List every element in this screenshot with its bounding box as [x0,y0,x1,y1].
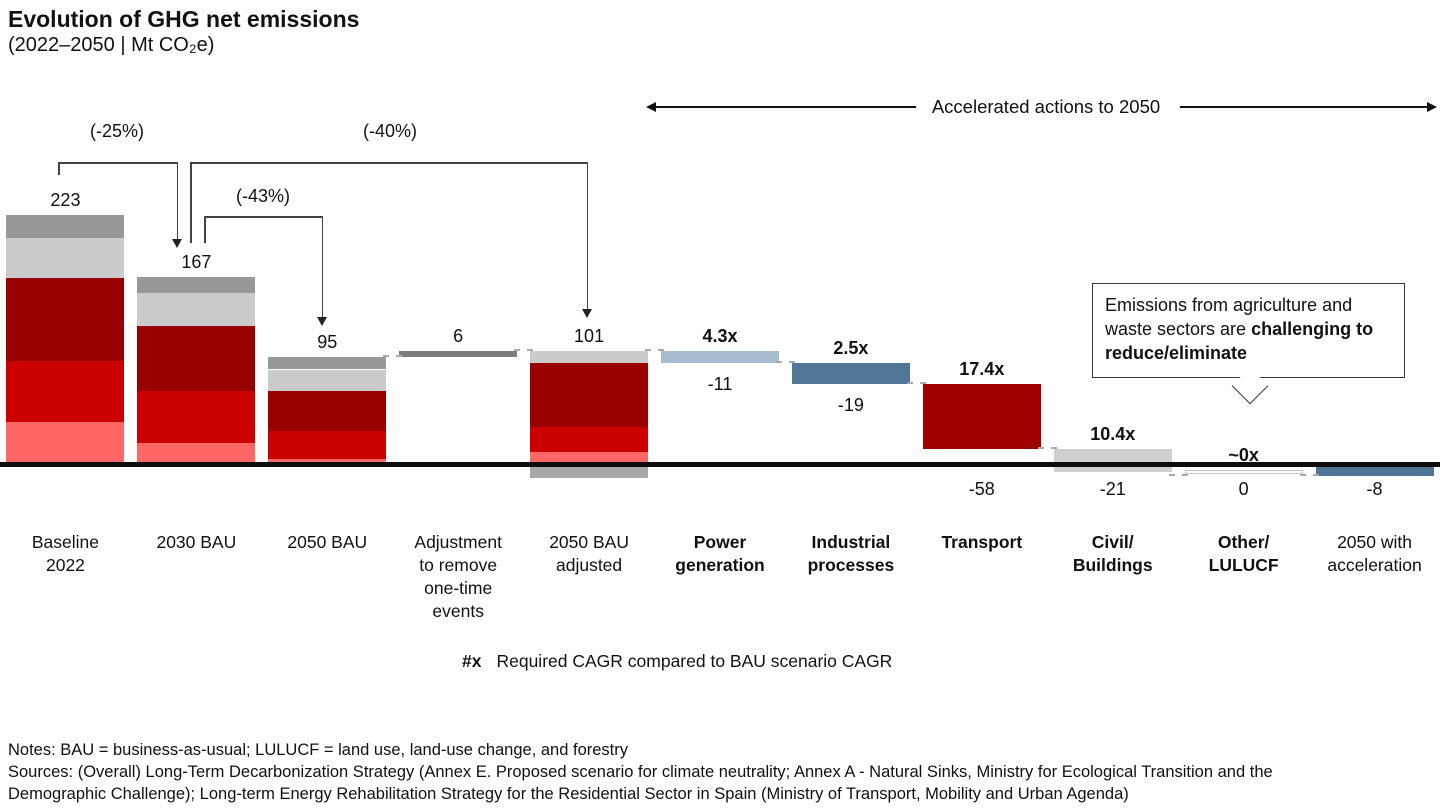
bar-segment [6,214,125,239]
bracket-25-line [58,162,178,164]
bar-segment [6,278,125,361]
legend-text: Required CAGR compared to BAU scenario C… [496,651,893,671]
bracket-25-drop [176,162,178,240]
bar-value-label: 167 [181,252,212,273]
x-axis-category-label: Civil/ Buildings [1072,532,1153,575]
bar-value-label: 101 [574,325,605,346]
bracket-40-arrowhead-icon [582,309,592,318]
bar-segment [268,430,387,459]
bracket-40-label: (-40%) [362,121,417,141]
accelerated-actions-label: Accelerated actions to 2050 [931,96,1161,117]
bracket-43-line [204,216,323,218]
bar-value-label: -8 [1366,479,1383,499]
waterfall-connector [776,360,795,363]
cagr-multiplier-label: 17.4x [959,358,1005,379]
bar-segment [530,451,649,463]
bar-segment [791,362,910,384]
bar-value-label: -21 [1099,479,1126,499]
notes-line-3: Demographic Challenge); Long-term Energy… [8,785,1129,803]
notes-line-1: Notes: BAU = business-as-usual; LULUCF =… [8,741,628,759]
bar-segment [1053,448,1172,472]
callout-text-bold: challenging to reduce/eliminate [1105,319,1374,363]
x-axis-category-label: 2050 BAU [287,532,368,552]
waterfall-connector [1299,473,1319,476]
bracket-43-label: (-43%) [235,186,290,206]
callout-text: Emissions from agriculture and waste sec… [1105,295,1353,339]
bar-value-label: 223 [50,189,81,210]
notes-block: Notes: BAU = business-as-usual; LULUCF =… [8,739,1273,805]
bracket-25-arrowhead-icon [172,239,182,248]
accelerated-arrow-right-icon [1427,101,1437,112]
x-axis-category-label: Baseline 2022 [31,532,100,575]
bar-segment [137,326,256,391]
waterfall-connector [645,348,664,351]
bar-segment [268,458,387,463]
x-axis-category-label: 2030 BAU [156,532,237,552]
legend-symbol: #x [462,651,482,671]
bar-segment [137,390,256,443]
zero-value-bar [1184,470,1303,475]
bar-segment [6,360,125,422]
bracket-25-tick [58,162,60,175]
callout-box: Emissions from agriculture and waste sec… [1092,283,1405,378]
waterfall-connector [1037,446,1057,449]
cagr-multiplier-label: 2.5x [833,337,869,358]
bar-value-label: -58 [968,479,995,499]
x-axis-category-label: 2050 BAU adjusted [549,532,629,575]
x-axis-category-label: Transport [941,532,1023,552]
bar-segment [661,350,779,363]
cagr-multiplier-label: 4.3x [702,325,738,346]
bar-segment [530,350,649,363]
bar-segment-below-axis [530,467,649,479]
cagr-multiplier-label: ~0x [1228,445,1259,466]
waterfall-connector [1168,473,1188,476]
bar-segment [399,350,518,358]
bracket-40-line [190,162,588,164]
bar-segment [1315,467,1434,476]
bar-segment [137,277,256,293]
bar-segment [6,238,125,279]
bracket-40-drop [586,162,588,310]
bar-segment [137,442,256,463]
accelerated-arrow-line-right [1180,106,1428,108]
page-subtitle: (2022–2050 | Mt CO₂e) [8,34,215,56]
bracket-25-label: (-25%) [89,121,144,141]
bar-value-label: -19 [837,394,864,415]
accelerated-arrow-line-left [654,106,916,108]
cagr-multiplier-label: 10.4x [1090,423,1136,444]
waterfall-connector [383,355,403,358]
x-axis-category-label: Industrial processes [807,532,895,575]
bar-value-label: -11 [707,373,733,394]
bar-value-label: 0 [1238,479,1249,499]
bar-segment [530,427,649,452]
bar-segment [268,390,387,431]
accelerated-arrow-left-icon [646,101,656,112]
x-axis-line [0,461,1440,467]
bar-segment [137,292,256,327]
legend: #x Required CAGR compared to BAU scenari… [462,651,892,672]
x-axis-category-label: Power generation [675,532,765,575]
bar-segment [922,383,1041,449]
notes-line-2: Sources: (Overall) Long-Term Decarboniza… [8,763,1273,781]
bracket-43-tick [204,216,206,243]
bracket-43-drop [321,216,323,318]
bar-value-label: 95 [317,332,338,353]
bar-segment [530,362,649,428]
page-title: Evolution of GHG net emissions [8,6,360,32]
bar-value-label: 6 [453,325,464,346]
waterfall-connector [906,381,926,384]
bar-segment [6,421,125,463]
bracket-40-tick [190,162,192,243]
bar-segment [268,369,387,391]
bracket-43-arrowhead-icon [317,317,327,326]
x-axis-category-label: Adjustment to remove one-time events [414,532,502,621]
x-axis-category-label: Other/ LULUCF [1208,532,1279,575]
bar-segment [268,357,387,370]
waterfall-connector [514,348,534,351]
x-axis-category-label: 2050 with acceleration [1327,532,1422,575]
